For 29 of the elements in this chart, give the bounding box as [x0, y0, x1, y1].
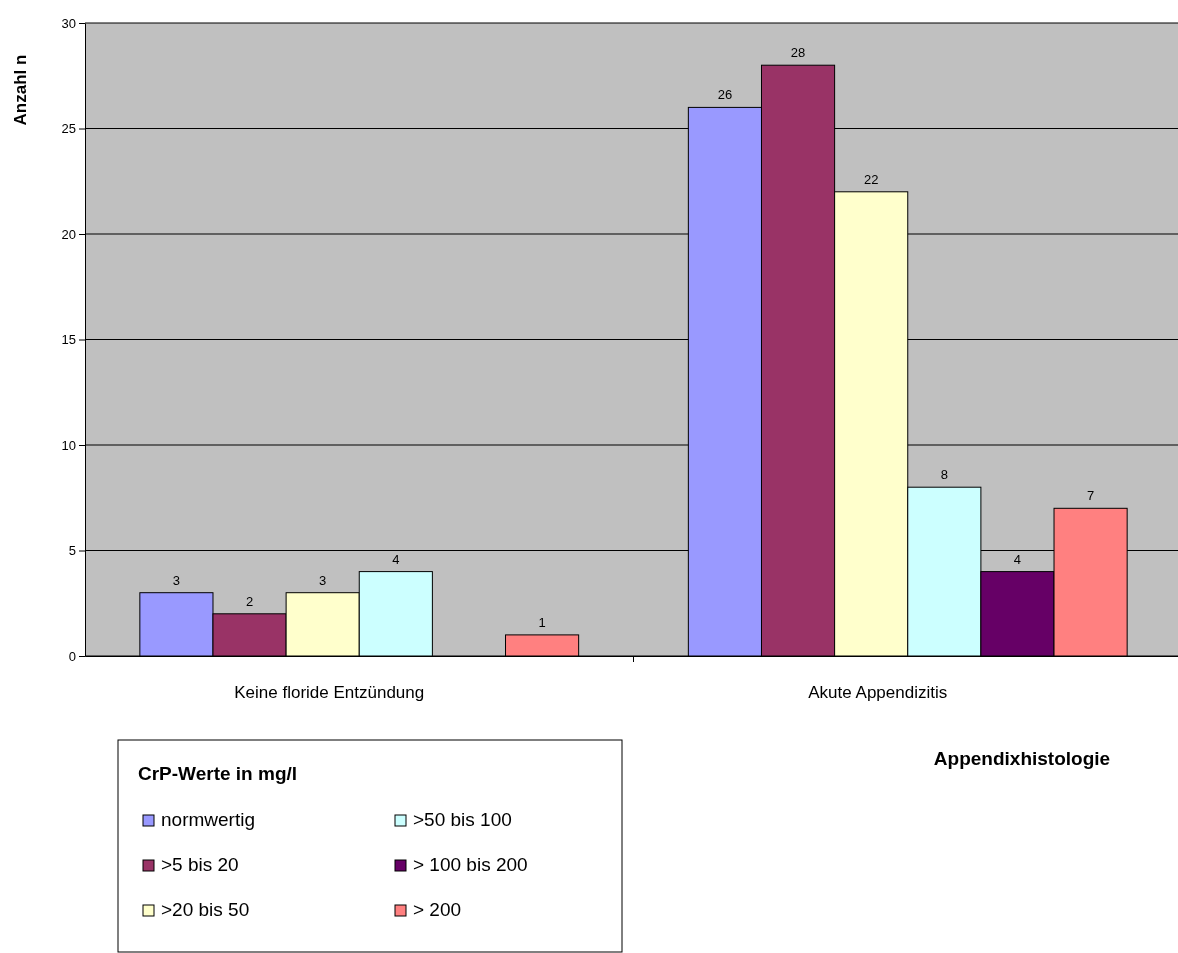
y-tick-label: 5 [68, 543, 76, 559]
data-label: 8 [940, 467, 948, 483]
data-label: 1 [538, 614, 546, 630]
data-label: 4 [1013, 551, 1022, 567]
legend-label: normwertig [161, 809, 255, 830]
data-label: 3 [172, 572, 181, 588]
data-label: 2 [245, 593, 254, 609]
y-tick-label: 10 [61, 437, 76, 453]
x-tick-label: Keine floride Entzündung [234, 683, 425, 702]
legend-label: >50 bis 100 [413, 809, 512, 830]
legend-label: >5 bis 20 [161, 854, 239, 875]
legend-label: >20 bis 50 [161, 899, 250, 920]
y-tick-label: 30 [61, 15, 76, 31]
data-label: 3 [319, 572, 327, 588]
x-tick-label: Akute Appendizitis [808, 683, 948, 702]
y-axis-title: Anzahl n [11, 54, 30, 126]
data-label: 22 [863, 171, 879, 187]
data-label: 26 [717, 87, 733, 103]
y-tick-label: 20 [61, 226, 76, 242]
y-tick-label: 15 [61, 332, 76, 348]
y-tick-label: 0 [68, 648, 76, 664]
legend-label: > 200 [413, 899, 462, 920]
legend-label: > 100 bis 200 [413, 854, 528, 875]
data-label: 7 [1086, 488, 1095, 504]
legend-title: CrP-Werte in mg/l [138, 763, 298, 784]
x-axis-title: Appendixhistologie [933, 748, 1111, 769]
y-tick-label: 25 [61, 121, 76, 137]
data-label: 4 [392, 551, 400, 567]
data-label: 28 [790, 45, 806, 61]
